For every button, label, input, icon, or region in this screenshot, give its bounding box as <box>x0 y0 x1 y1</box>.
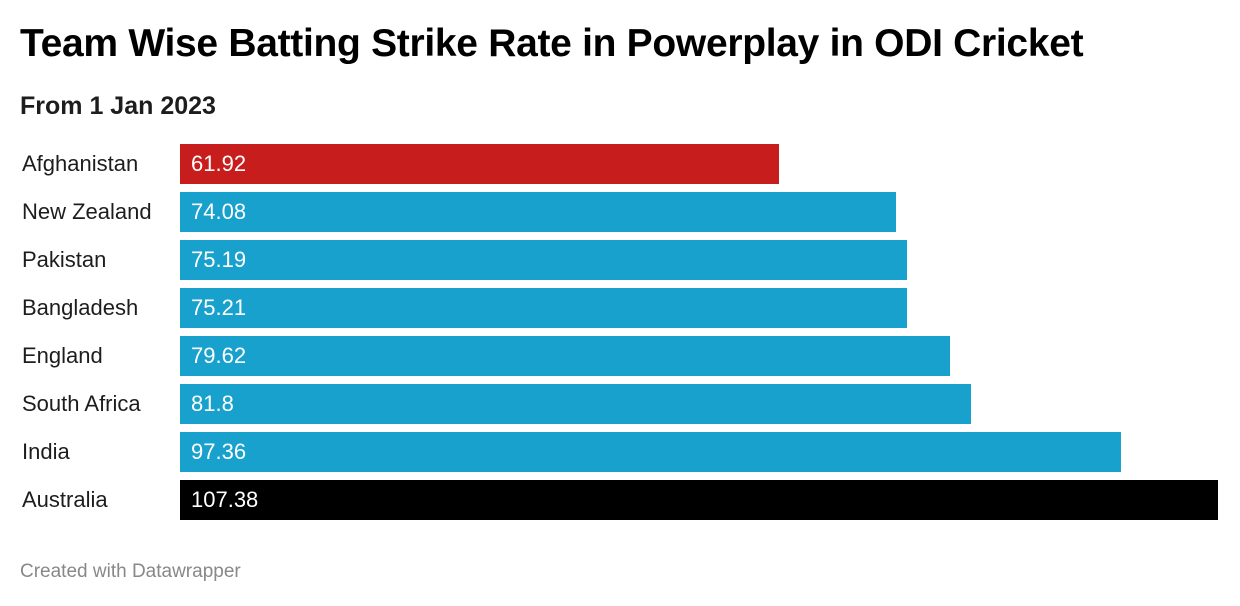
bar <box>180 480 1218 520</box>
bar-row: Bangladesh 75.21 <box>0 288 1240 328</box>
category-label: India <box>22 439 70 464</box>
category-label: England <box>22 343 103 368</box>
bar <box>180 432 1121 472</box>
category-label: Bangladesh <box>22 295 139 320</box>
category-label: Pakistan <box>22 247 107 272</box>
bar-row: Afghanistan 61.92 <box>0 144 1240 184</box>
bar <box>180 384 971 424</box>
bar-value-label: 75.21 <box>191 295 247 320</box>
category-label: South Africa <box>22 391 141 416</box>
bar <box>180 240 907 280</box>
bar-row: Pakistan 75.19 <box>0 240 1240 280</box>
bar-row: India 97.36 <box>0 432 1240 472</box>
category-label: New Zealand <box>22 199 152 224</box>
datawrapper-credit: Created with Datawrapper <box>20 561 241 582</box>
bar-value-label: 61.92 <box>191 151 247 176</box>
bar <box>180 192 896 232</box>
bar-value-label: 81.8 <box>191 391 234 416</box>
chart-subtitle: From 1 Jan 2023 <box>20 92 216 120</box>
chart-title: Team Wise Batting Strike Rate in Powerpl… <box>20 22 1084 65</box>
category-label: Australia <box>22 487 108 512</box>
bar-chart: Afghanistan 61.92 New Zealand 74.08 Pakistan… <box>0 144 1240 524</box>
bar <box>180 336 950 376</box>
bar-value-label: 97.36 <box>191 439 247 464</box>
bar <box>180 144 779 184</box>
bar-row: England 79.62 <box>0 336 1240 376</box>
bar-value-label: 75.19 <box>191 247 247 272</box>
bar-value-label: 74.08 <box>191 199 247 224</box>
bar <box>180 288 907 328</box>
bar-row: Australia 107.38 <box>0 480 1240 520</box>
bar-row: New Zealand 74.08 <box>0 192 1240 232</box>
bar-value-label: 79.62 <box>191 343 247 368</box>
bar-value-label: 107.38 <box>191 487 259 512</box>
category-label: Afghanistan <box>22 151 139 176</box>
bar-row: South Africa 81.8 <box>0 384 1240 424</box>
